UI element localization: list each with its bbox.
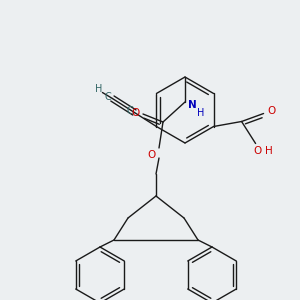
Text: O: O: [254, 146, 262, 157]
Text: O: O: [131, 108, 139, 118]
Text: O: O: [268, 106, 276, 116]
Text: H: H: [95, 85, 102, 94]
Text: N: N: [188, 100, 196, 110]
Text: C: C: [126, 106, 133, 116]
Text: H: H: [197, 108, 205, 118]
Text: H: H: [265, 146, 272, 157]
Text: O: O: [148, 150, 156, 160]
Text: C: C: [104, 92, 111, 103]
